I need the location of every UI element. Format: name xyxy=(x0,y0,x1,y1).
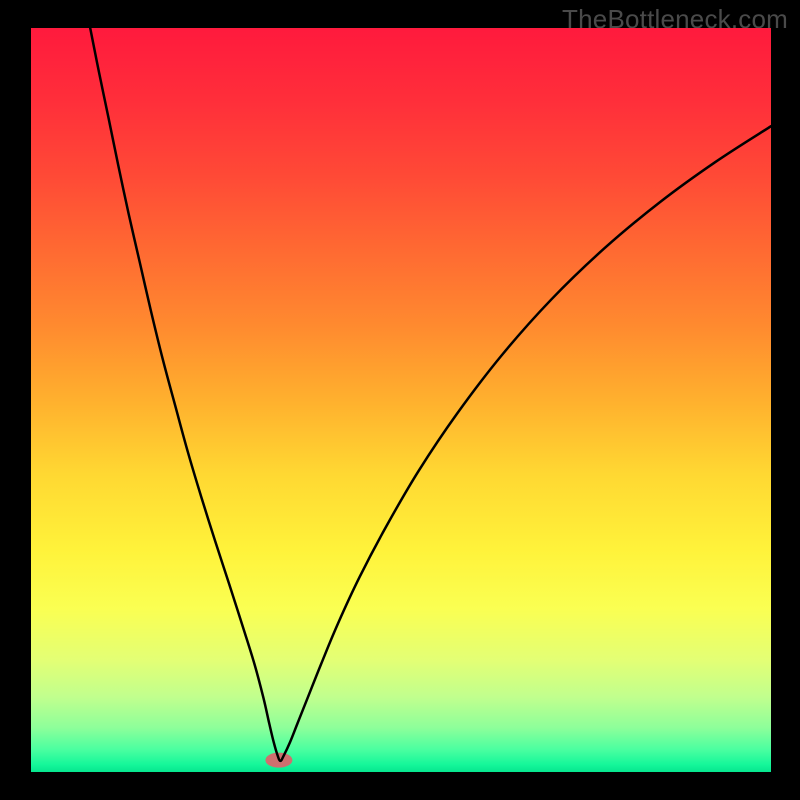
bottleneck-chart xyxy=(31,28,771,772)
gradient-background xyxy=(31,28,771,772)
chart-frame: TheBottleneck.com xyxy=(0,0,800,800)
